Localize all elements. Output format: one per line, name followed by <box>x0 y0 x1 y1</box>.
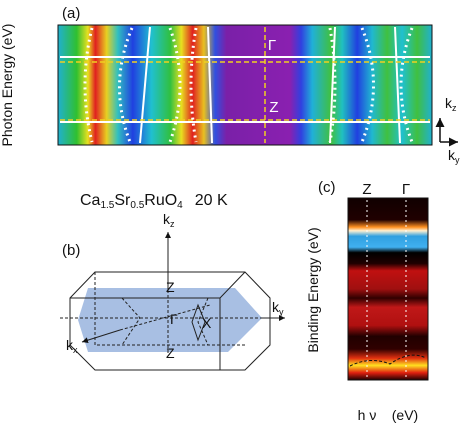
brillouin-zone <box>60 232 285 371</box>
point-label: Γ <box>170 311 178 327</box>
axis-label: kz <box>445 95 457 113</box>
axis-label: kx <box>66 337 78 355</box>
panel-label: (a) <box>62 5 80 22</box>
dashed-lines <box>60 27 430 143</box>
y-label: Binding Energy (eV) <box>305 227 321 352</box>
axis-label: ky <box>272 299 284 317</box>
top-label: Γ <box>402 181 410 198</box>
x-unit: (eV) <box>392 407 418 423</box>
point-label: X <box>202 315 212 331</box>
x-label: h ν <box>358 407 377 423</box>
point-label: Z <box>166 345 175 361</box>
dispersion <box>349 354 427 367</box>
point-label: Γ <box>268 37 276 54</box>
axis-label: kz <box>163 211 175 229</box>
dotted-curves <box>83 27 414 143</box>
y-label: Photon Energy (eV) <box>0 24 15 147</box>
panel-label: (c) <box>318 179 336 196</box>
panel-label: (b) <box>62 242 80 259</box>
frame <box>347 197 429 381</box>
sample-label: Ca1.5Sr0.5RuO4 20 K <box>80 192 228 211</box>
frame <box>57 24 433 146</box>
heatmap <box>348 198 428 380</box>
point-label: Z <box>166 279 175 295</box>
axis-label: ky <box>448 147 460 165</box>
heatmap <box>58 25 432 145</box>
top-label: Z <box>362 181 371 198</box>
point-label: Z <box>269 99 278 116</box>
